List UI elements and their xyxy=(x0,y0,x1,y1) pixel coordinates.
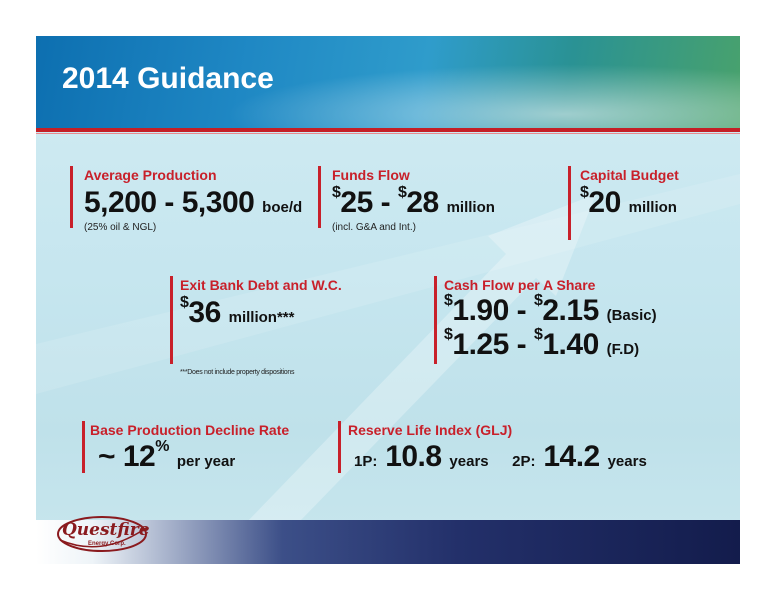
decline-rate-label: Base Production Decline Rate xyxy=(90,422,290,438)
page-title: 2014 Guidance xyxy=(62,62,274,95)
header-divider-shadow xyxy=(36,133,740,134)
avg-production-number: 5,200 - 5,300 xyxy=(84,186,255,219)
capital-budget-value: $20 million xyxy=(580,184,677,220)
funds-flow-value: $25 - $28 million xyxy=(332,184,495,220)
reserve-life-marker xyxy=(338,421,341,473)
exit-bank-debt-number: 36 xyxy=(188,296,221,329)
cash-flow-fd-low: 1.25 - xyxy=(452,328,534,361)
decline-rate-number: ~ 12 xyxy=(98,440,156,473)
funds-flow-dollar-sign-2: $ xyxy=(397,184,407,201)
cash-flow-fd-dollar-sign: $ xyxy=(444,326,453,343)
background-arrow-beam xyxy=(36,174,740,554)
reserve-life-1p-value: 10.8 xyxy=(385,440,442,473)
exit-bank-debt-dollar-sign: $ xyxy=(180,294,189,311)
cash-flow-fd-tag: (F.D) xyxy=(606,341,640,358)
avg-production-value: 5,200 - 5,300 boe/d xyxy=(84,186,302,220)
capital-budget-marker xyxy=(568,166,571,240)
decline-rate-unit: per year xyxy=(176,453,236,470)
reserve-life-2p-unit: years xyxy=(607,453,647,470)
cash-flow-share-marker xyxy=(434,276,437,364)
reserve-life-1p-unit: years xyxy=(449,453,489,470)
cash-flow-basic-value: $1.90 - $2.15 (Basic) xyxy=(444,292,657,328)
funds-flow-label: Funds Flow xyxy=(332,167,410,183)
reserve-life-2p-value: 14.2 xyxy=(543,440,600,473)
funds-flow-unit: million xyxy=(446,199,495,216)
cash-flow-fd-high: 1.40 xyxy=(542,328,599,361)
exit-bank-debt-value: $36 million*** xyxy=(180,294,295,330)
header-divider xyxy=(36,128,740,132)
capital-budget-number: 20 xyxy=(588,186,621,219)
exit-bank-debt-footnote: ***Does not include property disposition… xyxy=(180,369,295,376)
exit-bank-debt-marker xyxy=(170,276,173,364)
reserve-life-value: 1P: 10.8 years 2P: 14.2 years xyxy=(354,440,647,474)
exit-bank-debt-unit: million*** xyxy=(228,309,295,326)
header-glow xyxy=(36,36,740,128)
logo-subtitle: Energy Corp. xyxy=(88,541,126,547)
avg-production-marker xyxy=(70,166,73,228)
cash-flow-basic-tag: (Basic) xyxy=(606,307,657,324)
decline-rate-value: ~ 12% per year xyxy=(98,438,236,474)
funds-flow-high: 28 xyxy=(406,186,439,219)
reserve-life-1p-label: 1P: xyxy=(354,453,378,470)
exit-bank-debt-label: Exit Bank Debt and W.C. xyxy=(180,277,342,293)
avg-production-label: Average Production xyxy=(84,167,217,183)
cash-flow-fd-value: $1.25 - $1.40 (F.D) xyxy=(444,326,640,362)
reserve-life-2p-label: 2P: xyxy=(512,453,536,470)
cash-flow-basic-low: 1.90 - xyxy=(452,294,534,327)
capital-budget-label: Capital Budget xyxy=(580,167,679,183)
avg-production-unit: boe/d xyxy=(262,199,303,216)
logo-swoosh-icon xyxy=(57,516,147,552)
cash-flow-basic-dollar-sign: $ xyxy=(444,292,453,309)
header-band: 2014 Guidance xyxy=(36,36,740,128)
company-logo: Questfire Energy Corp. xyxy=(54,510,150,560)
funds-flow-dollar-sign: $ xyxy=(332,184,341,201)
cash-flow-share-label: Cash Flow per A Share xyxy=(444,277,596,293)
capital-budget-unit: million xyxy=(628,199,677,216)
logo-wordmark: Questfire xyxy=(62,520,150,540)
funds-flow-note: (incl. G&A and Int.) xyxy=(332,222,416,233)
decline-rate-marker xyxy=(82,421,85,473)
capital-budget-dollar-sign: $ xyxy=(580,184,589,201)
cash-flow-basic-high: 2.15 xyxy=(542,294,599,327)
cash-flow-fd-dollar-sign-2: $ xyxy=(533,326,543,343)
avg-production-note: (25% oil & NGL) xyxy=(84,222,157,233)
reserve-life-label: Reserve Life Index (GLJ) xyxy=(348,422,513,438)
funds-flow-marker xyxy=(318,166,321,228)
footer-band xyxy=(36,520,740,564)
funds-flow-low: 25 - xyxy=(340,186,398,219)
decline-rate-percent-sign: % xyxy=(155,438,169,455)
cash-flow-basic-dollar-sign-2: $ xyxy=(533,292,543,309)
slide: 2014 Guidance Average Production 5,200 -… xyxy=(36,36,740,564)
